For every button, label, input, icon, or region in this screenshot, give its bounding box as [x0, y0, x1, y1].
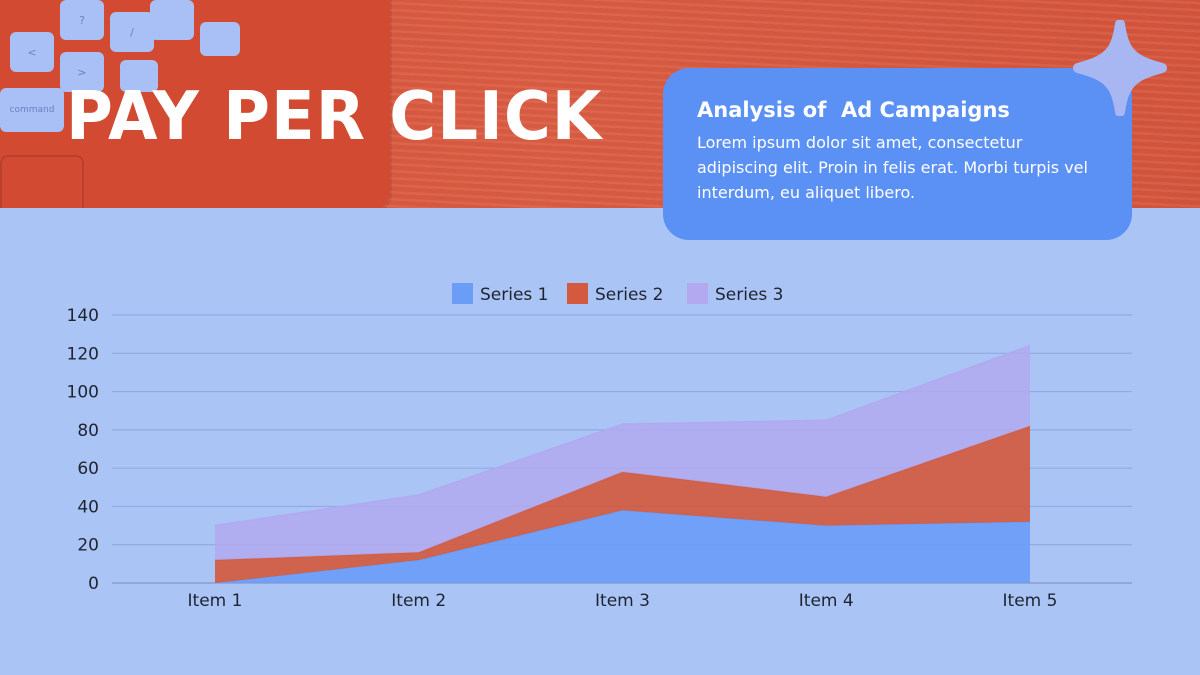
x-tick-label: Item 3 — [595, 591, 650, 611]
trackpad — [0, 155, 84, 208]
y-tick-label: 100 — [67, 383, 99, 403]
keyboard-key — [120, 60, 158, 92]
keyboard-key — [200, 22, 240, 56]
keyboard-key — [150, 0, 194, 40]
legend-label-1: Series 1 — [480, 285, 549, 305]
laptop-keyboard-image: ? / < > command ⌘ — [0, 0, 390, 208]
x-tick-label: Item 2 — [391, 591, 446, 611]
legend-label-3: Series 3 — [715, 285, 784, 305]
keyboard-key-command: command — [0, 88, 64, 132]
sparkle-icon — [1073, 20, 1167, 116]
y-tick-label: 20 — [77, 536, 99, 556]
keyboard-key: > — [60, 52, 104, 92]
area-series-1 — [215, 510, 1030, 583]
area-series-3-edge — [214, 344, 1031, 527]
area-series-3 — [215, 345, 1030, 561]
keyboard-key: ? — [60, 0, 104, 40]
page-title: PAY PER CLICK — [66, 78, 603, 156]
x-tick-label: Item 1 — [188, 591, 243, 611]
legend-swatch-3 — [687, 283, 708, 304]
y-tick-label: 120 — [67, 344, 99, 364]
y-tick-label: 40 — [77, 497, 99, 517]
x-axis-ticks: Item 1 Item 2 Item 3 Item 4 Item 5 — [188, 591, 1058, 611]
x-tick-label: Item 5 — [1003, 591, 1058, 611]
legend-label-2: Series 2 — [595, 285, 664, 305]
info-card-heading: Analysis of Ad Campaigns — [697, 98, 1010, 122]
x-tick-label: Item 4 — [799, 591, 854, 611]
y-tick-label: 140 — [67, 306, 99, 326]
y-tick-label: 80 — [77, 421, 99, 441]
chart-areas — [214, 344, 1031, 584]
keyboard-key: / — [110, 12, 154, 52]
chart-legend: Series 1 Series 2 Series 3 — [452, 283, 784, 305]
legend-swatch-2 — [567, 283, 588, 304]
y-tick-label: 0 — [88, 574, 99, 594]
legend-swatch-1 — [452, 283, 473, 304]
keyboard-key: < — [10, 32, 54, 72]
area-series-2 — [215, 426, 1030, 583]
y-axis-ticks: 0 20 40 60 80 100 120 140 — [67, 306, 99, 594]
y-tick-label: 60 — [77, 459, 99, 479]
info-card: Analysis of Ad Campaigns Lorem ipsum dol… — [663, 68, 1132, 240]
info-card-body: Lorem ipsum dolor sit amet, consectetur … — [697, 133, 1088, 202]
